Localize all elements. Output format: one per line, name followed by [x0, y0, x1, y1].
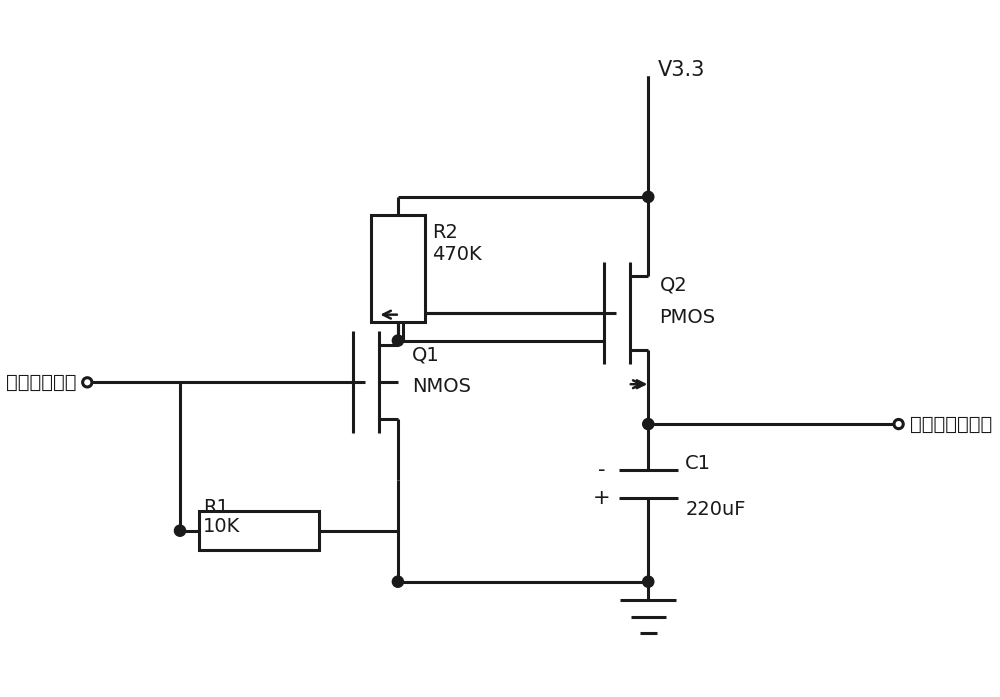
Circle shape [174, 525, 186, 536]
Text: 470K: 470K [432, 245, 482, 264]
Circle shape [392, 576, 403, 588]
Text: 单片机控制端: 单片机控制端 [6, 373, 76, 392]
Circle shape [643, 418, 654, 429]
Text: Q2: Q2 [659, 275, 687, 295]
Text: V3.3: V3.3 [658, 60, 705, 79]
Circle shape [392, 335, 403, 346]
Text: 10K: 10K [203, 516, 240, 535]
Text: +: + [593, 489, 611, 508]
Text: -: - [598, 461, 606, 480]
Text: C1: C1 [685, 454, 711, 473]
Circle shape [643, 192, 654, 202]
Text: R1: R1 [203, 498, 229, 517]
Text: R2: R2 [432, 222, 458, 242]
Circle shape [643, 576, 654, 588]
Bar [199, 511, 319, 550]
Circle shape [894, 420, 903, 429]
Text: Q1: Q1 [412, 345, 440, 364]
Text: 220uF: 220uF [685, 500, 746, 519]
Text: 受控模块电源端: 受控模块电源端 [910, 415, 992, 434]
Circle shape [83, 378, 92, 387]
Bar [371, 215, 425, 322]
Text: PMOS: PMOS [659, 308, 716, 327]
Text: NMOS: NMOS [412, 378, 471, 397]
